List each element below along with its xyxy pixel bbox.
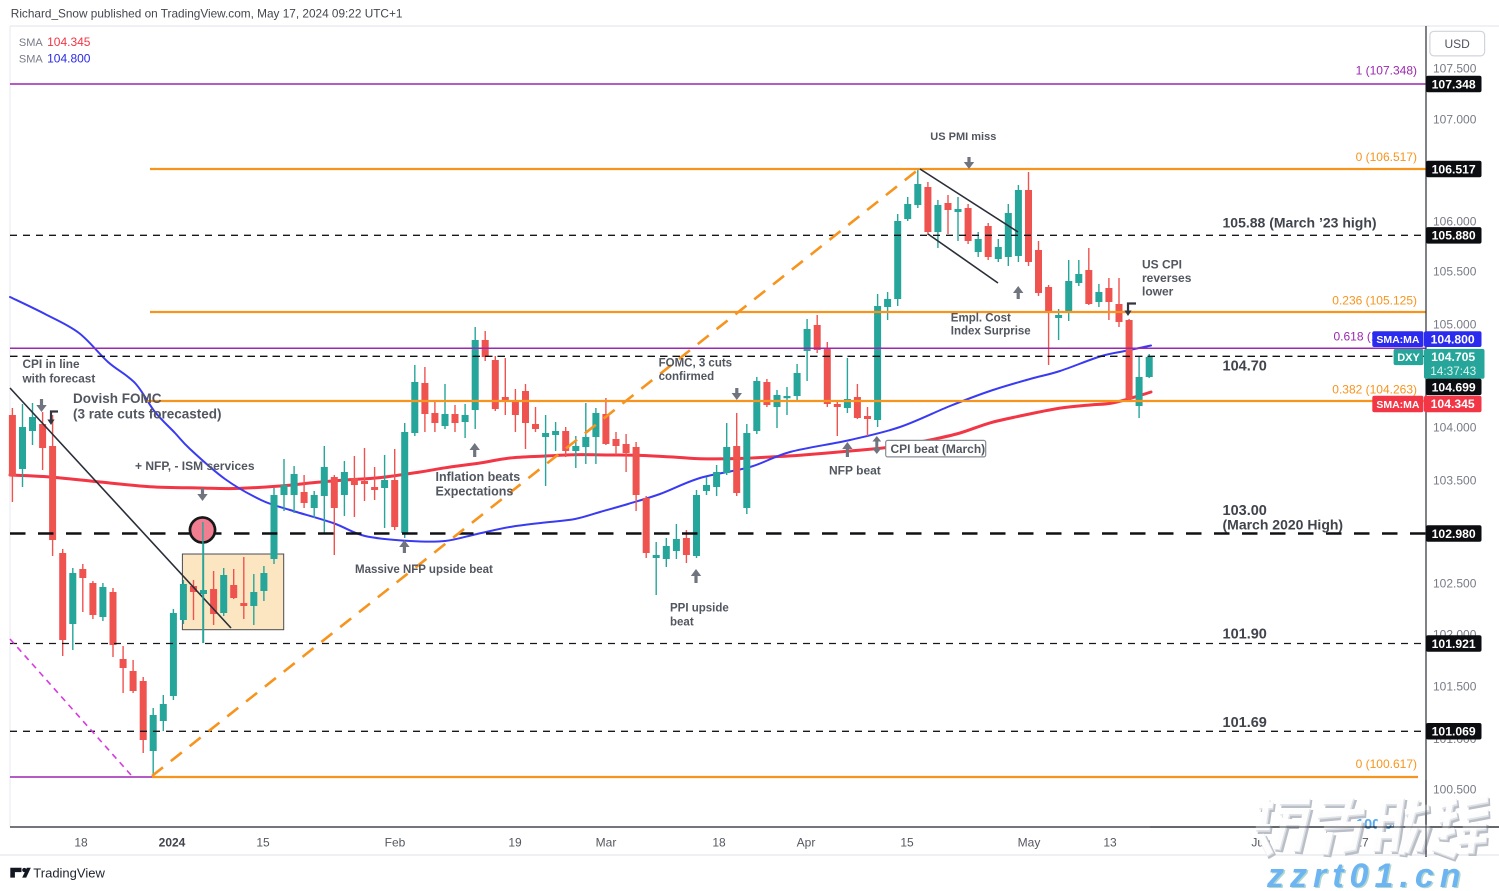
svg-text:US PMI miss: US PMI miss <box>930 131 996 143</box>
svg-text:(March 2020 High): (March 2020 High) <box>1223 517 1344 533</box>
svg-text:18: 18 <box>74 836 88 850</box>
svg-text:(3 rate cuts forecasted): (3 rate cuts forecasted) <box>73 407 222 422</box>
svg-text:104.70: 104.70 <box>1223 359 1267 375</box>
svg-text:106.517: 106.517 <box>1432 162 1476 176</box>
svg-text:18: 18 <box>712 836 726 850</box>
svg-text:Empl. Cost: Empl. Cost <box>951 313 1011 325</box>
svg-text:101.069: 101.069 <box>1432 725 1476 739</box>
svg-text:0.236 (105.125): 0.236 (105.125) <box>1332 294 1417 308</box>
svg-text:0 (100.617): 0 (100.617) <box>1356 757 1417 771</box>
svg-text:107.348: 107.348 <box>1432 77 1476 91</box>
svg-text:Apr: Apr <box>797 836 816 850</box>
svg-text:Dovish FOMC: Dovish FOMC <box>73 391 162 406</box>
svg-text:105.000: 105.000 <box>1433 317 1477 331</box>
svg-text:+ NFP, - ISM services: + NFP, - ISM services <box>135 459 255 473</box>
svg-text:CPI beat (March): CPI beat (March) <box>891 442 986 456</box>
svg-text:105.500: 105.500 <box>1433 264 1477 278</box>
svg-text:PPI upside: PPI upside <box>670 603 729 615</box>
svg-text:beat: beat <box>670 617 694 629</box>
svg-text:104.705: 104.705 <box>1431 350 1475 364</box>
svg-text:104.345: 104.345 <box>47 35 91 49</box>
svg-text:13: 13 <box>1103 836 1117 850</box>
svg-text:2024: 2024 <box>159 836 186 850</box>
svg-text:SMA: SMA <box>19 37 44 49</box>
svg-text:0 (106.517): 0 (106.517) <box>1356 150 1417 164</box>
svg-text:104.345: 104.345 <box>1431 397 1475 411</box>
svg-text:USD: USD <box>1445 37 1471 51</box>
svg-text:NFP beat: NFP beat <box>829 464 881 478</box>
svg-text:105.880: 105.880 <box>1432 229 1476 243</box>
svg-text:Index Surprise: Index Surprise <box>951 326 1031 338</box>
svg-text:zzrt01.cn: zzrt01.cn <box>1266 857 1467 891</box>
svg-text:DXY: DXY <box>1397 352 1420 364</box>
svg-text:107.500: 107.500 <box>1433 61 1477 75</box>
svg-text:SMA: SMA <box>19 53 44 65</box>
svg-text:104.800: 104.800 <box>1431 332 1475 346</box>
svg-text:106.000: 106.000 <box>1433 214 1477 228</box>
svg-text:TradingView: TradingView <box>33 866 105 881</box>
svg-text:103.00: 103.00 <box>1223 503 1267 519</box>
svg-text:Inflation beats: Inflation beats <box>436 470 521 484</box>
svg-text:104.699: 104.699 <box>1432 380 1476 394</box>
svg-text:103.500: 103.500 <box>1433 473 1477 487</box>
svg-text:101.90: 101.90 <box>1223 627 1267 643</box>
svg-text:15: 15 <box>256 836 270 850</box>
svg-text:May: May <box>1018 836 1041 850</box>
svg-text:1 (107.348): 1 (107.348) <box>1356 64 1417 78</box>
svg-text:Feb: Feb <box>385 836 406 850</box>
svg-text:15: 15 <box>900 836 914 850</box>
svg-text:CPI in line: CPI in line <box>23 357 80 371</box>
svg-text:100.500: 100.500 <box>1433 782 1477 796</box>
svg-text:102.500: 102.500 <box>1433 576 1477 590</box>
svg-text:0.618 (1: 0.618 (1 <box>1334 330 1378 344</box>
svg-text:107.000: 107.000 <box>1433 112 1477 126</box>
svg-text:101.69: 101.69 <box>1223 715 1267 731</box>
svg-text:SMA:MA: SMA:MA <box>1376 399 1420 411</box>
svg-text:19: 19 <box>508 836 522 850</box>
svg-text:reverses: reverses <box>1142 271 1192 285</box>
svg-text:104.000: 104.000 <box>1433 420 1477 434</box>
svg-text:confirmed: confirmed <box>659 371 715 383</box>
svg-text:FOMC, 3 cuts: FOMC, 3 cuts <box>659 358 732 370</box>
svg-text:0.382 (104.263): 0.382 (104.263) <box>1332 383 1417 397</box>
svg-text:US CPI: US CPI <box>1142 258 1182 272</box>
svg-text:with forecast: with forecast <box>22 372 96 386</box>
svg-text:101.500: 101.500 <box>1433 679 1477 693</box>
svg-text:Expectations: Expectations <box>436 485 514 499</box>
svg-text:Massive NFP upside beat: Massive NFP upside beat <box>355 564 493 576</box>
svg-text:SMA:MA: SMA:MA <box>1376 334 1420 346</box>
svg-text:104.800: 104.800 <box>47 51 91 65</box>
svg-text:14:37:43: 14:37:43 <box>1430 364 1476 378</box>
svg-text:zzrt01.cn: zzrt01.cn <box>1268 858 1469 891</box>
svg-text:Mar: Mar <box>596 836 617 850</box>
svg-text:101.921: 101.921 <box>1432 637 1476 651</box>
svg-text:Richard_Snow published on Trad: Richard_Snow published on TradingView.co… <box>11 7 403 21</box>
svg-text:102.980: 102.980 <box>1432 527 1476 541</box>
svg-text:lower: lower <box>1142 285 1174 299</box>
svg-text:105.88 (March ’23 high): 105.88 (March ’23 high) <box>1223 215 1377 231</box>
